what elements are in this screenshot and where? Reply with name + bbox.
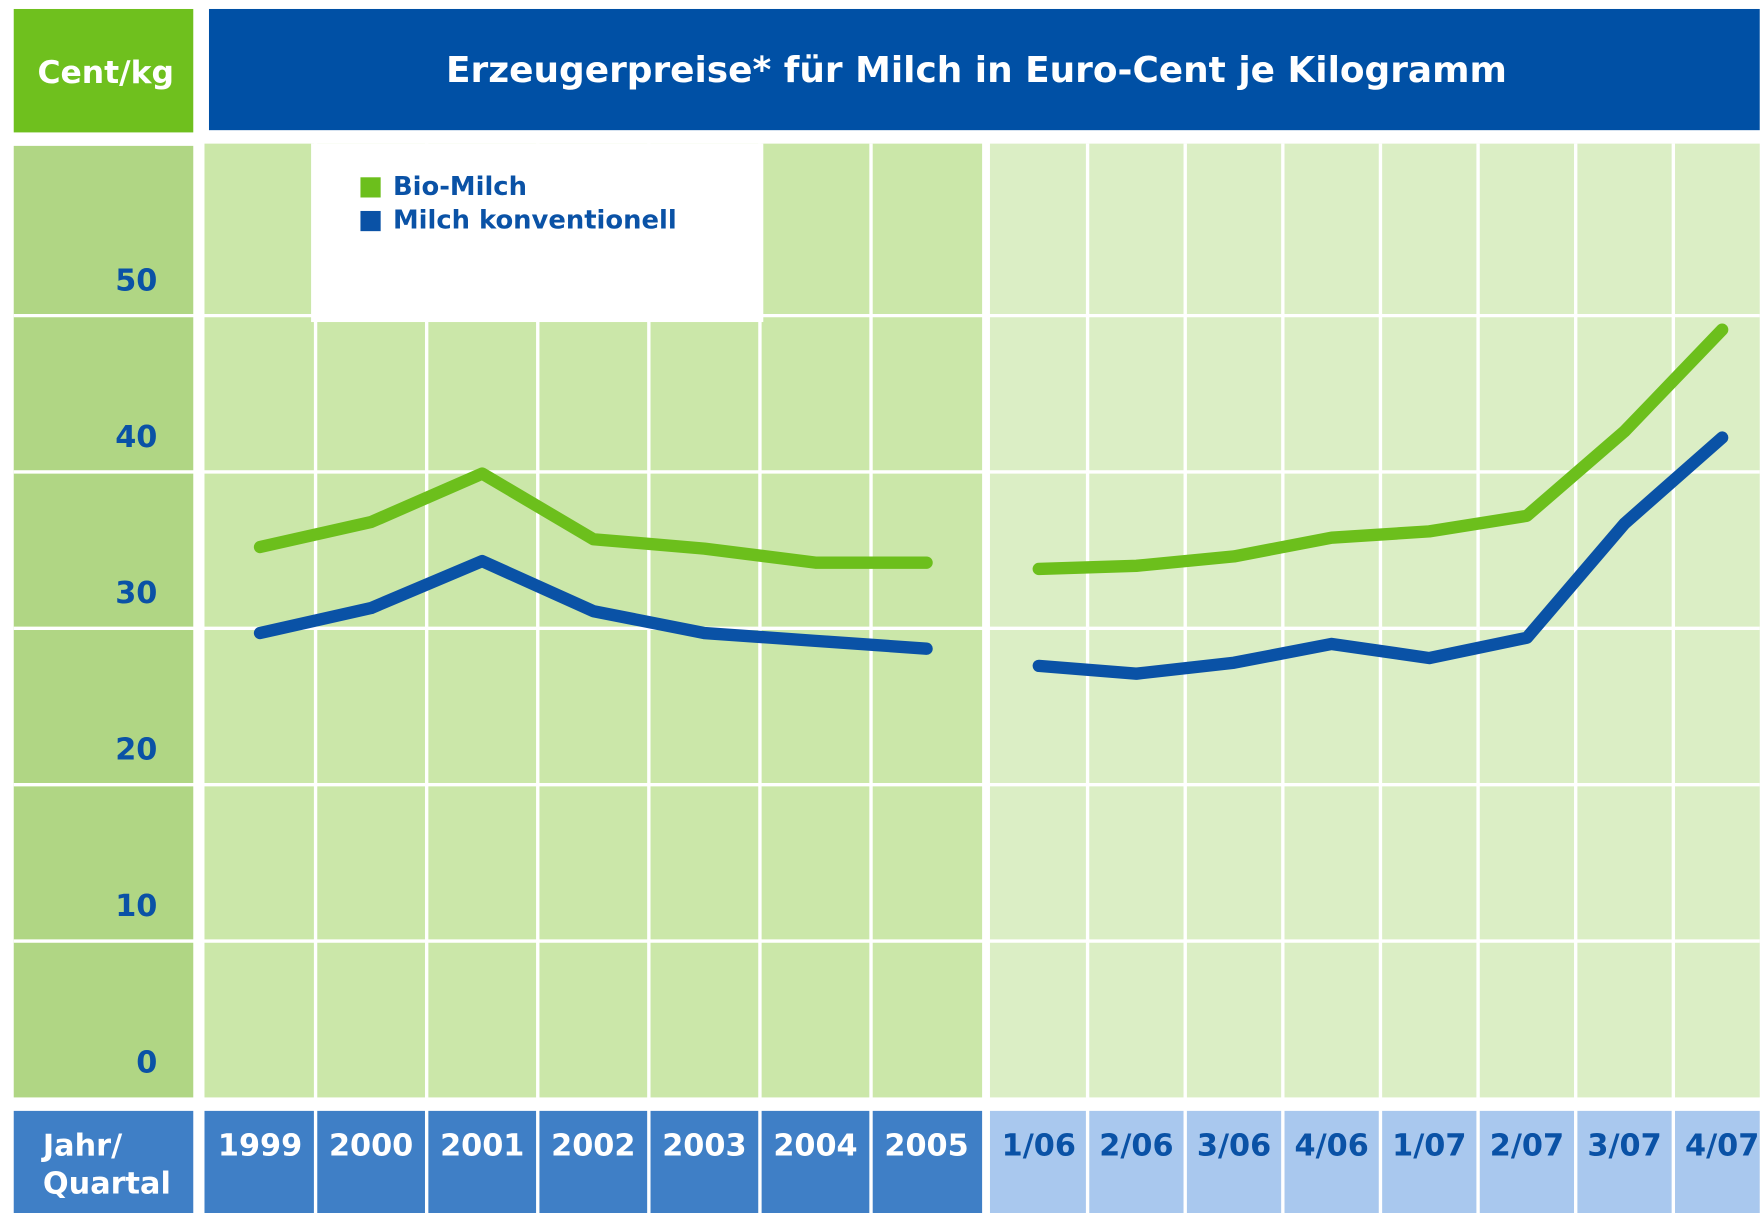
- x-band-years: [204, 1110, 983, 1213]
- y-tick-label: 20: [115, 733, 157, 768]
- x-tick-label: 1999: [218, 1128, 302, 1163]
- x-tick-label: 2/06: [1099, 1128, 1173, 1163]
- legend-label: Bio-Milch: [393, 172, 527, 202]
- y-label-box: [13, 8, 194, 133]
- legend-swatch: [360, 177, 381, 198]
- y-tick-label: 50: [115, 263, 157, 298]
- x-tick-label: 2005: [884, 1128, 968, 1163]
- series-line: [253, 554, 933, 655]
- chart-title: Erzeugerpreise* für Milch in Euro-Cent j…: [446, 50, 1507, 91]
- x-tick-label: 2000: [329, 1128, 413, 1163]
- legend-swatch: [360, 210, 381, 232]
- x-tick-label: 1/06: [1002, 1128, 1076, 1163]
- x-tick-label: 2003: [662, 1128, 746, 1163]
- x-tick-label: 3/07: [1587, 1128, 1661, 1163]
- x-tick-label: 2002: [551, 1128, 635, 1163]
- x-tick-label: 2001: [440, 1128, 524, 1163]
- y-tick-label: 30: [115, 576, 157, 611]
- y-tick-label: 40: [115, 420, 157, 455]
- x-tick-label: 3/06: [1197, 1128, 1271, 1163]
- x-tick-label: 2/07: [1490, 1128, 1564, 1163]
- y-tick-label: 0: [136, 1045, 157, 1080]
- legend-label: Milch konventionell: [393, 206, 677, 236]
- y-axis-band: [13, 145, 194, 1098]
- title-bar: [208, 8, 1760, 131]
- x-tick-label: 4/07: [1685, 1128, 1759, 1163]
- series-line: [1032, 323, 1729, 576]
- y-axis-label: Cent/kg: [37, 55, 174, 91]
- series-line: [1032, 431, 1729, 680]
- panel-quarters: [989, 143, 1760, 1098]
- x-tick-label: 1/07: [1392, 1128, 1466, 1163]
- y-tick-label: 10: [115, 889, 157, 924]
- x-tick-label: 2004: [773, 1128, 857, 1163]
- series-line: [253, 467, 933, 569]
- x-tick-label: 4/06: [1295, 1128, 1369, 1163]
- x-label-box: [13, 1110, 194, 1213]
- legend-box: [311, 143, 764, 323]
- x-axis-label: Jahr/: [41, 1128, 123, 1163]
- x-axis-label: Quartal: [43, 1166, 171, 1201]
- x-band-quarters: [989, 1110, 1760, 1213]
